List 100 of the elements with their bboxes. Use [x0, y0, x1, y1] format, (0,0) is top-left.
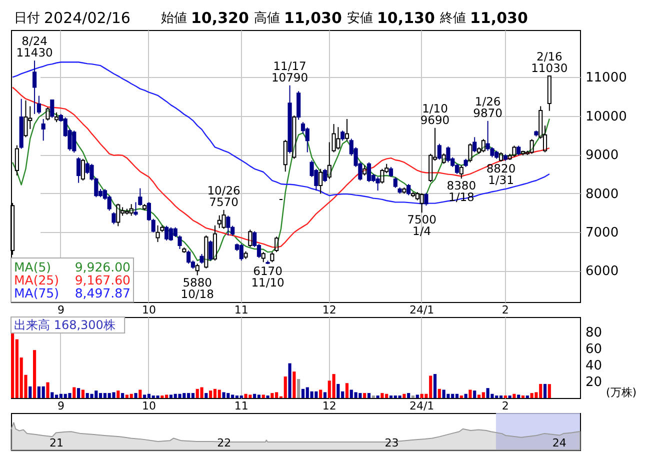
bar	[455, 394, 459, 398]
candlestick	[542, 125, 548, 153]
candlestick	[182, 246, 186, 254]
bar	[11, 334, 14, 398]
candlestick	[332, 124, 336, 153]
candlestick	[28, 106, 32, 130]
bar	[354, 392, 358, 398]
bar	[473, 390, 476, 398]
bar	[244, 394, 248, 398]
candlestick	[327, 142, 332, 180]
bar	[433, 374, 437, 398]
candlestick	[468, 142, 472, 163]
bar	[262, 394, 265, 398]
candlestick	[481, 138, 486, 153]
bar	[218, 390, 221, 398]
y-tick-label: 80	[586, 325, 602, 340]
bar	[482, 392, 485, 398]
bar	[257, 394, 261, 398]
candlestick	[116, 203, 120, 227]
bar	[319, 390, 322, 398]
bar	[209, 390, 212, 398]
bar	[543, 384, 547, 398]
y-tick-label: 20	[586, 374, 602, 390]
y-tick-label: 10000	[586, 109, 627, 124]
bar	[336, 384, 340, 398]
candlestick	[222, 209, 226, 230]
bar	[46, 382, 50, 398]
bar	[486, 388, 490, 398]
candlestick	[380, 168, 384, 184]
annotation: 2/16 11030	[531, 50, 568, 76]
x-tick-label: 10	[142, 304, 156, 316]
bar	[178, 394, 182, 398]
bar	[50, 392, 54, 398]
bar	[477, 394, 481, 398]
bar	[33, 350, 36, 398]
bar	[446, 394, 450, 398]
candlestick	[226, 215, 230, 236]
annotation: 8820 1/31	[486, 162, 516, 188]
bar	[288, 363, 292, 398]
candlestick	[204, 234, 208, 269]
bar	[42, 386, 45, 398]
x-tick-label: 9	[57, 304, 64, 316]
x-tick-label: 9	[57, 400, 64, 412]
annotation: 5880 10/18	[180, 275, 214, 301]
x-tick-label: 23	[384, 436, 399, 450]
candlestick	[142, 204, 147, 211]
text: MA(25) 9,167.60	[14, 272, 130, 288]
bar	[204, 393, 208, 398]
chart-title: 出来高 168,300株	[14, 318, 116, 332]
x-tick-label: 22	[217, 436, 232, 450]
bar	[138, 390, 142, 398]
candlestick	[472, 136, 477, 153]
candlestick	[270, 252, 274, 263]
bar	[191, 393, 195, 398]
x-tick-label: 24/1	[409, 304, 434, 316]
bar	[213, 388, 217, 398]
candlestick	[410, 192, 416, 198]
candlestick	[24, 100, 28, 138]
candlestick	[41, 118, 46, 142]
candlestick	[530, 138, 534, 154]
bar	[380, 393, 384, 398]
bar	[143, 394, 146, 398]
x-tick-label: 21	[50, 436, 64, 450]
bar	[270, 393, 274, 398]
candlestick	[261, 252, 266, 263]
y-axis-title: (万株)	[606, 386, 637, 399]
bar	[512, 394, 516, 398]
x-tick-label: 11	[234, 304, 248, 316]
bar	[284, 376, 287, 398]
bar	[402, 394, 406, 398]
bar	[253, 394, 256, 398]
bar	[407, 393, 410, 398]
candlestick	[160, 224, 164, 232]
bar	[442, 390, 446, 398]
bar	[130, 394, 133, 398]
bar	[116, 390, 120, 398]
text: 安値 10,130	[347, 9, 435, 27]
candlestick	[520, 150, 526, 156]
candlestick	[248, 229, 252, 248]
candlestick	[217, 214, 222, 229]
bar	[90, 394, 94, 398]
candlestick	[46, 106, 50, 122]
candlestick	[318, 168, 323, 194]
bar	[363, 393, 366, 398]
bar	[169, 394, 173, 398]
text: 始値 10,320	[161, 9, 249, 27]
x-tick-label: 12	[322, 304, 336, 316]
bar	[323, 392, 327, 398]
bar	[292, 372, 296, 398]
bar	[222, 392, 226, 398]
candlestick	[283, 139, 288, 172]
x-tick-label: 2	[502, 304, 509, 316]
line-series	[12, 86, 550, 248]
candlestick	[442, 152, 446, 164]
x-tick-label: 12	[322, 400, 336, 412]
text: 日付 2024/02/16	[14, 9, 130, 27]
bar	[332, 374, 336, 398]
x-tick-label: 2	[502, 400, 509, 412]
bar	[345, 383, 349, 398]
annotation: 8/24 11430	[16, 34, 53, 60]
